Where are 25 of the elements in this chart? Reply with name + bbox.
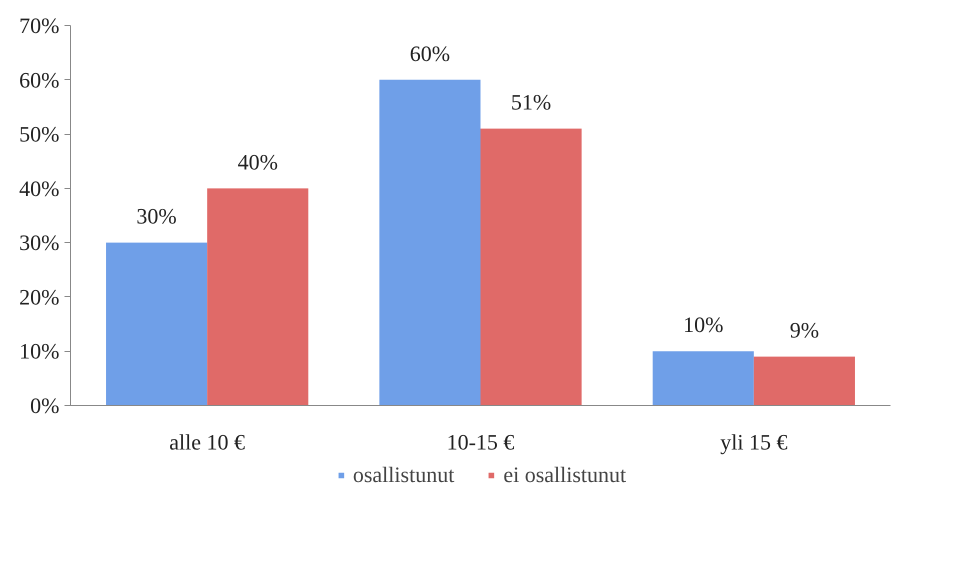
x-tick-label: yli 15 € [720,430,788,454]
data-label: 51% [510,90,552,115]
y-tick-label: 50% [19,122,60,147]
x-tick-label: 10-15 € [446,430,514,454]
y-tick-label: 30% [19,230,60,256]
x-tick-label: alle 10 € [169,430,246,454]
bar [480,128,582,406]
legend-label: osallistunut [352,462,454,488]
bar [754,356,855,406]
bar [106,242,208,406]
y-tick-label: 60% [19,67,60,92]
y-tick-label: 10% [19,338,60,364]
bar [379,80,480,406]
y-tick-label: 40% [19,176,60,201]
data-label: 40% [238,149,278,174]
data-label: 10% [683,312,724,338]
bar [207,188,308,406]
data-label: 30% [136,204,177,229]
y-tick-label: 20% [19,284,60,310]
bar [652,351,754,406]
y-tick-label: 0% [30,393,60,418]
y-tick-label: 70% [19,13,60,38]
data-label: 9% [790,318,820,343]
data-label: 60% [410,40,450,66]
legend-label: ei osallistunut [503,462,626,488]
